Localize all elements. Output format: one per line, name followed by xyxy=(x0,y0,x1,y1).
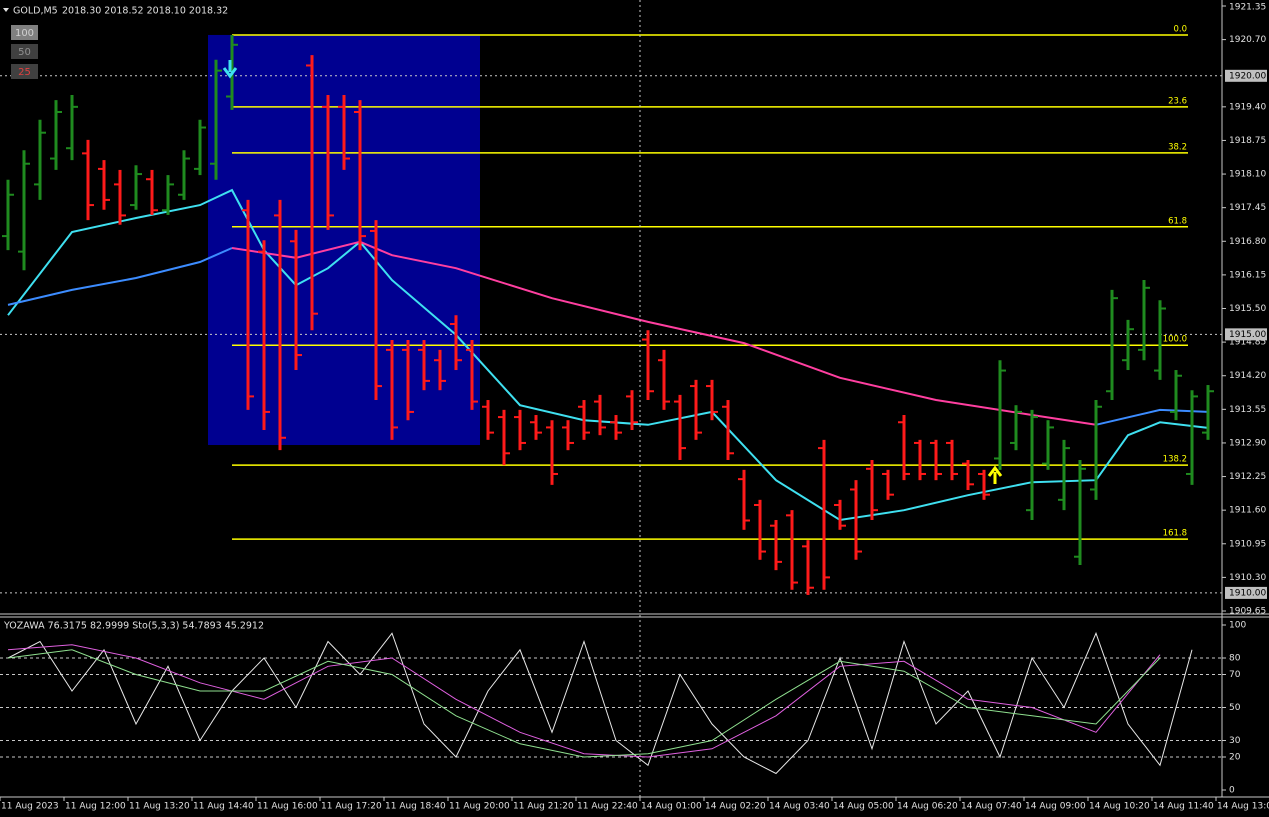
y-tick-label: 1920.70 xyxy=(1229,35,1266,45)
oscillator-line xyxy=(7,631,1193,775)
oscillator-title: YOZAWA 76.3175 82.9999 Sto(5,3,3) 54.789… xyxy=(3,621,264,632)
x-tick-label: 14 Aug 01:00 xyxy=(641,802,702,812)
x-tick-label: 11 Aug 22:40 xyxy=(577,802,638,812)
price-label: 1910.00 xyxy=(1229,588,1266,598)
fib-level-label: 0.0 xyxy=(1173,24,1187,34)
y-tick-label: 1921.35 xyxy=(1229,3,1266,13)
y-tick-label: 1914.85 xyxy=(1229,338,1266,348)
y-tick-label: 80 xyxy=(1229,654,1241,664)
moving-average xyxy=(7,188,1209,522)
price-label-box xyxy=(1225,586,1267,599)
zoom-button[interactable] xyxy=(11,25,38,40)
moving-average xyxy=(231,240,1097,426)
fib-level-label: 38.2 xyxy=(1168,142,1187,152)
x-tick-label: 11 Aug 18:40 xyxy=(385,802,446,812)
x-tick-label: 11 Aug 13:20 xyxy=(129,802,190,812)
y-tick-label: 20 xyxy=(1229,753,1241,763)
quote: 2018.30 2018.52 2018.10 2018.32 xyxy=(62,6,228,17)
x-tick-label: 14 Aug 10:20 xyxy=(1089,802,1150,812)
x-tick-label: 14 Aug 07:40 xyxy=(961,802,1022,812)
price-label-box xyxy=(1225,69,1267,82)
x-tick-label: 14 Aug 03:40 xyxy=(769,802,830,812)
y-tick-label: 1918.75 xyxy=(1229,136,1266,146)
zoom-button-label[interactable]: 25 xyxy=(18,67,31,78)
y-tick-label: 1916.80 xyxy=(1229,237,1266,247)
fib-level-label: 23.6 xyxy=(1168,96,1187,106)
price-label: 1920.00 xyxy=(1229,71,1266,81)
zoom-button[interactable] xyxy=(11,64,38,79)
x-tick-label: 11 Aug 20:00 xyxy=(449,802,510,812)
sell-arrow xyxy=(222,60,238,79)
y-tick-label: 30 xyxy=(1229,736,1241,746)
x-tick-label: 11 Aug 14:40 xyxy=(193,802,254,812)
x-tick-label: 11 Aug 2023 xyxy=(1,802,59,812)
y-tick-label: 1909.65 xyxy=(1229,607,1266,617)
fib-level-label: 161.8 xyxy=(1163,529,1187,539)
zoom-button[interactable] xyxy=(11,44,38,59)
y-tick-label: 1919.40 xyxy=(1229,102,1266,112)
oscillator-line xyxy=(7,649,1161,758)
x-tick-label: 11 Aug 16:00 xyxy=(257,802,318,812)
y-tick-label: 1915.50 xyxy=(1229,304,1266,314)
y-tick-label: 1918.10 xyxy=(1229,170,1266,180)
y-tick-label: 100 xyxy=(1229,621,1246,631)
menu-triangle[interactable] xyxy=(3,8,9,12)
fib-level-label: 61.8 xyxy=(1168,216,1187,226)
y-tick-label: 1910.95 xyxy=(1229,539,1266,549)
price-label: 1915.00 xyxy=(1229,330,1266,340)
y-tick-label: 1910.30 xyxy=(1229,573,1266,583)
x-tick-label: 14 Aug 06:20 xyxy=(897,802,958,812)
fib-level-label: 138.2 xyxy=(1163,455,1187,465)
x-tick-label: 14 Aug 11:40 xyxy=(1153,802,1214,812)
x-tick-label: 14 Aug 09:00 xyxy=(1025,802,1086,812)
x-tick-label: 14 Aug 05:00 xyxy=(833,802,894,812)
fib-level-label: 100.0 xyxy=(1163,335,1187,345)
symbol: GOLD,M5 xyxy=(13,6,58,17)
y-tick-label: 1917.45 xyxy=(1229,203,1266,213)
buy-arrow xyxy=(987,465,1003,484)
oscillator-line xyxy=(7,644,1161,758)
y-tick-label: 1911.60 xyxy=(1229,506,1266,516)
zoom-button-label[interactable]: 100 xyxy=(15,28,34,39)
x-tick-label: 11 Aug 21:20 xyxy=(513,802,574,812)
x-tick-label: 14 Aug 13:00 xyxy=(1217,802,1269,812)
y-tick-label: 1912.90 xyxy=(1229,438,1266,448)
price-label-box xyxy=(1225,328,1267,341)
zoom-button-label[interactable]: 50 xyxy=(18,47,31,58)
y-tick-label: 1914.20 xyxy=(1229,371,1266,381)
y-tick-label: 0 xyxy=(1229,786,1235,796)
x-tick-label: 11 Aug 17:20 xyxy=(321,802,382,812)
price-foreground-layer xyxy=(2,34,1214,775)
y-tick-label: 70 xyxy=(1229,670,1241,680)
y-tick-label: 1916.15 xyxy=(1229,270,1266,280)
y-tick-label: 1912.25 xyxy=(1229,472,1266,482)
x-tick-label: 11 Aug 12:00 xyxy=(65,802,126,812)
x-tick-label: 14 Aug 02:20 xyxy=(705,802,766,812)
y-tick-label: 1913.55 xyxy=(1229,405,1266,415)
y-tick-label: 50 xyxy=(1229,703,1241,713)
